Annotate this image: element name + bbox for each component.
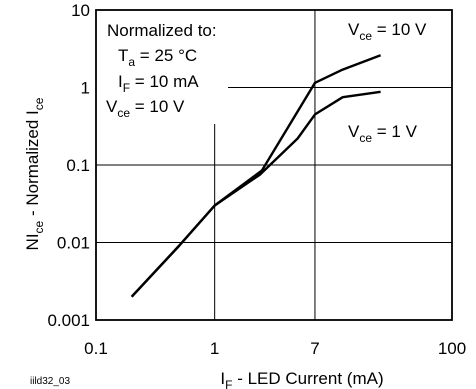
figure-code: iild32_03 [30, 376, 70, 387]
plot-frame [95, 9, 453, 321]
series-label-vce-10v: Vce = 10 V [348, 20, 427, 43]
condition-if: IF = 10 mA [118, 72, 199, 95]
y-axis-label: NIce - Normalized Ice [23, 97, 46, 250]
series-label-vce-1v: Vce = 1 V [348, 122, 418, 145]
x-tick-label: 100 [438, 339, 466, 358]
condition-ta: Ta = 25 °C [118, 46, 197, 69]
curves [130, 54, 382, 298]
conditions-header: Normalized to: [107, 21, 217, 40]
grid [96, 10, 452, 320]
tick-labels: 0.1 1 7 100 0.001 0.01 0.1 1 10 [47, 1, 466, 358]
x-tick-label: 0.1 [84, 339, 108, 358]
y-tick-label: 1 [81, 79, 90, 98]
y-tick-label: 0.001 [47, 311, 90, 330]
series-line-1 [130, 90, 381, 298]
x-tick-label: 7 [310, 339, 319, 358]
y-tick-label: 0.01 [57, 234, 90, 253]
x-axis-label: IF - LED Current (mA) [220, 369, 383, 389]
x-tick-label: 1 [210, 339, 219, 358]
condition-vce: Vce = 10 V [106, 97, 185, 120]
y-tick-label: 10 [71, 1, 90, 20]
y-tick-label: 0.1 [66, 156, 90, 175]
